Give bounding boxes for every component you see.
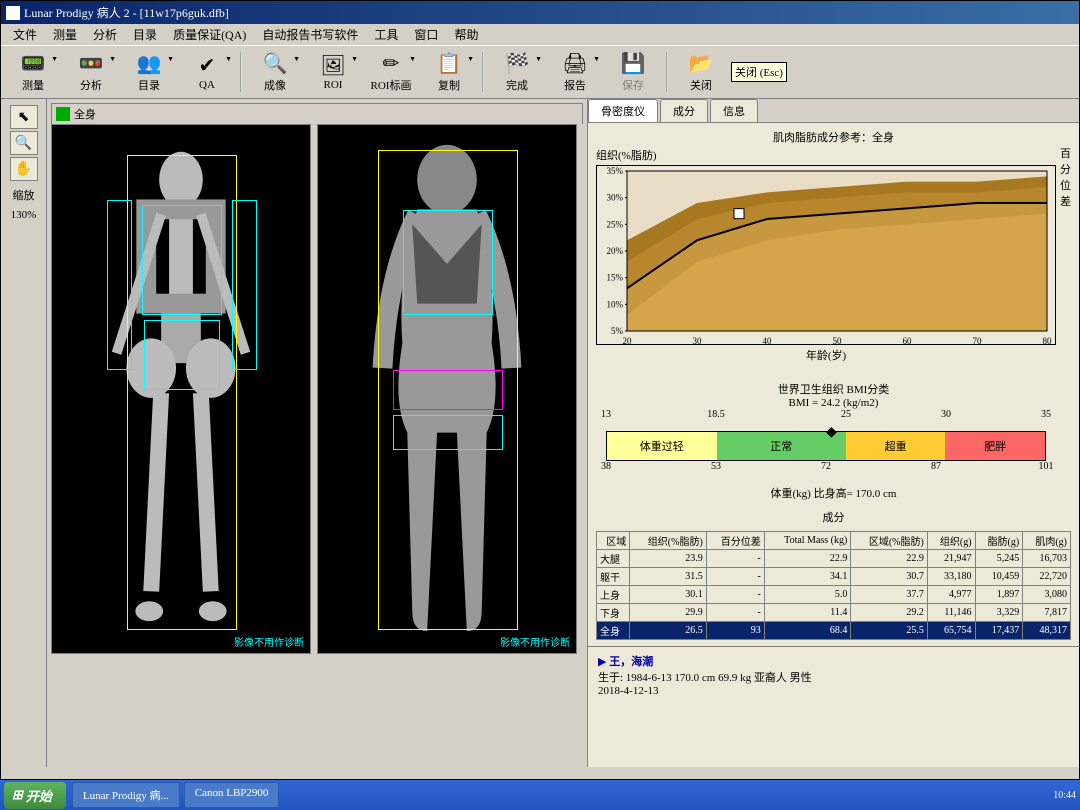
- menu-item[interactable]: 分析: [85, 26, 125, 44]
- window-title: Lunar Prodigy 病人 2 - [11w17p6guk.dfb]: [24, 4, 229, 21]
- toolbar-QA[interactable]: ✔QA▼: [179, 48, 235, 96]
- pointer-tool[interactable]: ⬉: [10, 105, 38, 129]
- bmi-subtitle: BMI = 24.2 (kg/m2): [596, 397, 1071, 409]
- table-row[interactable]: 下身29.9-11.429.211,1463,3297,817: [597, 604, 1071, 622]
- menubar: 文件测量分析目录质量保证(QA)自动报告书写软件工具窗口帮助: [1, 24, 1079, 45]
- toolbar-成像[interactable]: 🔍成像▼: [247, 48, 303, 96]
- toolbar-报告[interactable]: 🖨报告▼: [547, 48, 603, 96]
- bmi-bar: 体重过轻正常超重肥胖◆: [606, 431, 1046, 461]
- left-tool-rail: ⬉ 🔍 ✋ 缩放 130%: [1, 99, 47, 767]
- zoom-tool[interactable]: 🔍: [10, 131, 38, 155]
- svg-text:30%: 30%: [607, 193, 624, 203]
- taskbar: ⊞开始 Lunar Prodigy 病...Canon LBP2900 10:4…: [0, 780, 1080, 810]
- pan-tool[interactable]: ✋: [10, 157, 38, 181]
- table-row[interactable]: 大腿23.9-22.922.921,9475,24516,703: [597, 550, 1071, 568]
- patient-info: ▶ 王，海潮 生于: 1984-6-13 170.0 cm 69.9 kg 亚裔…: [588, 646, 1079, 703]
- toolbar-分析[interactable]: 🚥分析▼: [63, 48, 119, 96]
- table-title: 成分: [596, 509, 1071, 525]
- scan-legend: 影像不用作诊断: [234, 634, 304, 649]
- svg-text:60: 60: [903, 336, 913, 346]
- fat-chart: 35% 30% 25% 20% 15% 10% 5%20 30 40 50 60 70 80: [596, 165, 1056, 345]
- patient-name: 王，海潮: [609, 656, 653, 668]
- table-row[interactable]: 上身30.1-5.037.74,9771,8973,080: [597, 586, 1071, 604]
- svg-text:40: 40: [763, 336, 773, 346]
- tray-time: 10:44: [1053, 790, 1076, 801]
- chart-ylabel: 组织(%脂肪): [596, 147, 1056, 163]
- menu-item[interactable]: 帮助: [446, 26, 486, 44]
- taskbar-item[interactable]: Canon LBP2900: [184, 782, 280, 808]
- menu-item[interactable]: 自动报告书写软件: [254, 26, 366, 44]
- scan-legend-2: 影像不用作诊断: [500, 634, 570, 649]
- scan-panel: 全身: [47, 99, 587, 767]
- svg-text:10%: 10%: [607, 299, 624, 309]
- svg-text:25%: 25%: [607, 219, 624, 229]
- table-row[interactable]: 全身26.59368.425.565,75417,43748,317: [597, 622, 1071, 640]
- svg-text:20%: 20%: [607, 246, 624, 256]
- svg-text:70: 70: [973, 336, 983, 346]
- toolbar-完成[interactable]: 🏁完成▼: [489, 48, 545, 96]
- svg-text:15%: 15%: [607, 273, 624, 283]
- svg-text:20: 20: [623, 336, 633, 346]
- svg-text:35%: 35%: [607, 166, 624, 176]
- svg-text:80: 80: [1043, 336, 1053, 346]
- svg-text:5%: 5%: [611, 326, 624, 336]
- menu-item[interactable]: 质量保证(QA): [165, 26, 254, 44]
- zoom-value: 130%: [3, 209, 44, 221]
- scan-header: 全身: [51, 103, 583, 124]
- tabs: 骨密度仪成分信息: [588, 99, 1079, 123]
- start-button[interactable]: ⊞开始: [4, 782, 66, 809]
- composition-table: 区域组织(%脂肪)百分位差Total Mass (kg)区域(%脂肪)组织(g)…: [596, 531, 1071, 640]
- chart-title: 肌肉脂肪成分参考：全身: [596, 129, 1071, 145]
- scan-skeleton[interactable]: 影像不用作诊断: [51, 124, 311, 654]
- table-row[interactable]: 躯干31.5-34.130.733,18010,45922,720: [597, 568, 1071, 586]
- toolbar-关闭[interactable]: 📂关闭: [673, 48, 729, 96]
- titlebar: Lunar Prodigy 病人 2 - [11w17p6guk.dfb]: [1, 1, 1079, 24]
- toolbar-目录[interactable]: 👥目录▼: [121, 48, 177, 96]
- svg-text:30: 30: [693, 336, 703, 346]
- chart-sidenote: 百分位差: [1060, 145, 1071, 209]
- toolbar-保存[interactable]: 💾保存: [605, 48, 661, 96]
- menu-item[interactable]: 目录: [125, 26, 165, 44]
- patient-line2: 2018-4-12-13: [598, 685, 1069, 697]
- results-panel: 骨密度仪成分信息 肌肉脂肪成分参考：全身 组织(%脂肪) 35%30%25%20…: [587, 99, 1079, 767]
- bmi-top-ticks: 1318.5253035: [606, 409, 1046, 421]
- bmi-title: 世界卫生组织 BMI分类: [596, 381, 1071, 397]
- toolbar-ROI标画[interactable]: ✏ROI标画▼: [363, 48, 419, 96]
- svg-text:50: 50: [833, 336, 843, 346]
- zoom-label: 缩放: [3, 187, 44, 203]
- tab-成分[interactable]: 成分: [660, 99, 708, 122]
- menu-item[interactable]: 工具: [366, 26, 406, 44]
- close-hint: 关闭 (Esc): [731, 62, 787, 82]
- tab-骨密度仪[interactable]: 骨密度仪: [588, 99, 658, 122]
- bmi-bot-ticks: 38537287101: [606, 461, 1046, 473]
- scan-body[interactable]: 影像不用作诊断: [317, 124, 577, 654]
- toolbar-ROI[interactable]: 🖼ROI▼: [305, 48, 361, 96]
- tab-信息[interactable]: 信息: [710, 99, 758, 122]
- menu-item[interactable]: 窗口: [406, 26, 446, 44]
- toolbar: 📟测量▼🚥分析▼👥目录▼✔QA▼🔍成像▼🖼ROI▼✏ROI标画▼📋复制▼🏁完成▼…: [1, 45, 1079, 99]
- taskbar-item[interactable]: Lunar Prodigy 病...: [72, 782, 180, 808]
- toolbar-复制[interactable]: 📋复制▼: [421, 48, 477, 96]
- toolbar-测量[interactable]: 📟测量▼: [5, 48, 61, 96]
- chart-xlabel: 年龄(岁): [596, 347, 1056, 363]
- patient-line1: 生于: 1984-6-13 170.0 cm 69.9 kg 亚裔人 男性: [598, 669, 1069, 685]
- bmi-weight: 体重(kg) 比身高= 170.0 cm: [596, 485, 1071, 501]
- menu-item[interactable]: 文件: [5, 26, 45, 44]
- menu-item[interactable]: 测量: [45, 26, 85, 44]
- app-icon: [6, 6, 20, 20]
